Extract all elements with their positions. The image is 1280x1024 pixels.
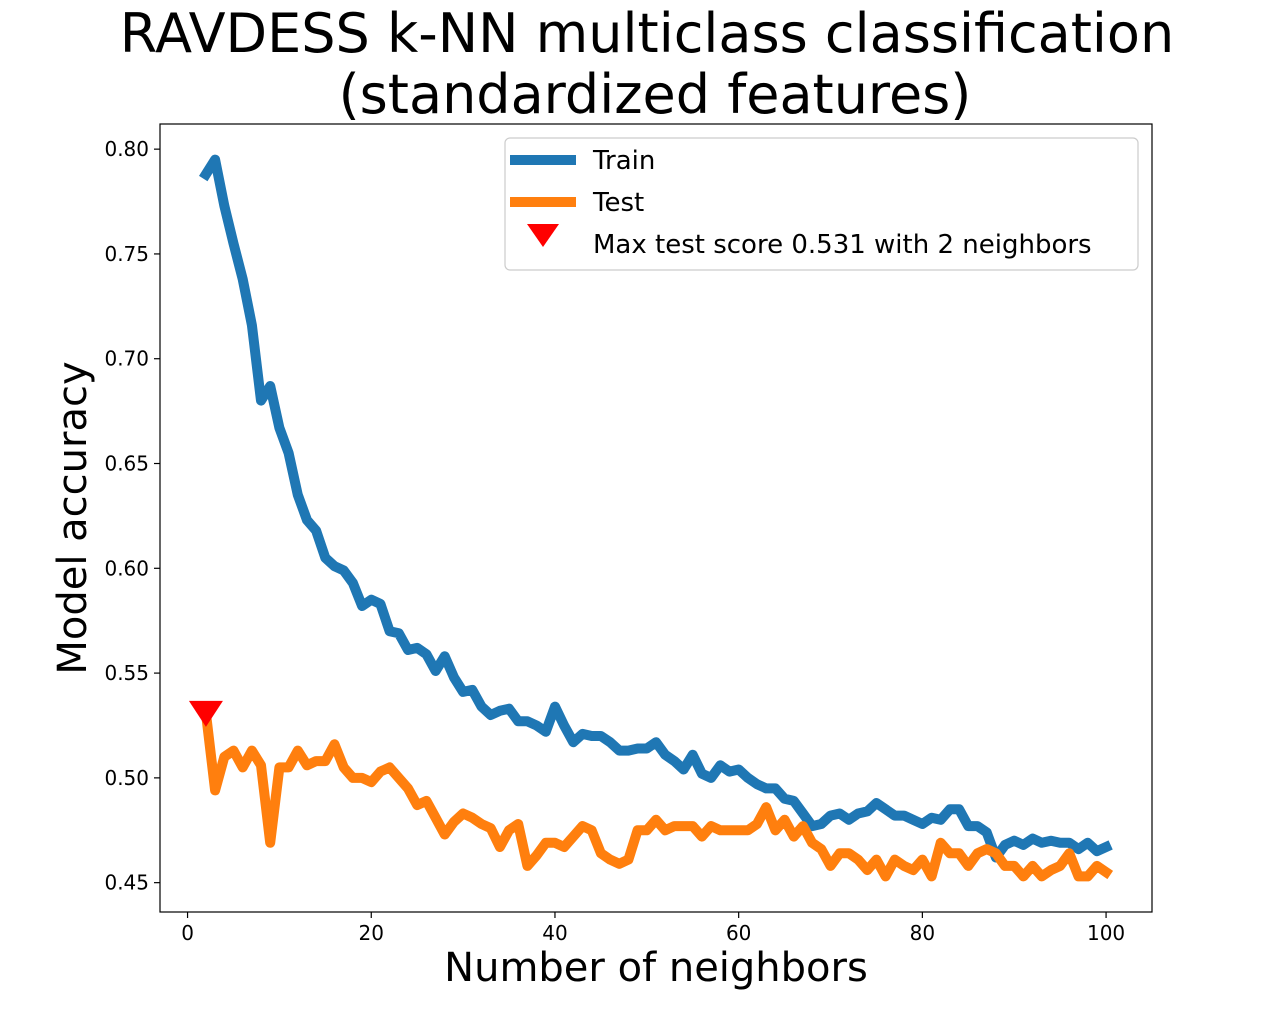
x-tick-label: 20 — [359, 921, 384, 945]
x-axis-ticks: 0 20 40 60 80 100 — [181, 912, 1125, 945]
chart-title-line-2: (standardized features) — [339, 63, 972, 126]
x-tick-label: 0 — [181, 921, 194, 945]
x-axis-label: Number of neighbors — [444, 945, 868, 991]
legend-test-label: Test — [592, 188, 644, 218]
max-test-score-marker — [188, 700, 223, 727]
legend: Train Test Max test score 0.531 with 2 n… — [504, 137, 1139, 271]
test-series-line — [200, 707, 1114, 882]
legend-box — [504, 137, 1139, 271]
y-tick-label: 0.65 — [104, 452, 149, 476]
train-series-line — [199, 154, 1113, 863]
y-tick-label: 0.75 — [104, 242, 149, 266]
chart-title-line-1: RAVDESS k-NN multiclass classification — [120, 2, 1174, 65]
plot-frame — [159, 123, 1153, 913]
y-tick-label: 0.60 — [104, 556, 149, 580]
legend-max-label: Max test score 0.531 with 2 neighbors — [593, 230, 1092, 260]
y-tick-label: 0.80 — [104, 137, 149, 161]
x-tick-label: 100 — [1087, 921, 1125, 945]
legend-train-label: Train — [592, 146, 655, 176]
y-axis-ticks: 0.45 0.50 0.55 0.60 0.65 0.70 0.75 0.80 — [104, 137, 160, 895]
x-tick-label: 60 — [726, 921, 751, 945]
y-axis-label: Model accuracy — [50, 361, 96, 674]
y-tick-label: 0.45 — [104, 871, 149, 895]
series-layer — [199, 154, 1114, 882]
y-tick-label: 0.55 — [104, 661, 149, 685]
x-tick-label: 40 — [542, 921, 567, 945]
x-tick-label: 80 — [910, 921, 935, 945]
y-tick-label: 0.50 — [104, 766, 149, 790]
legend-max-marker — [527, 224, 559, 247]
y-tick-label: 0.70 — [104, 347, 149, 371]
